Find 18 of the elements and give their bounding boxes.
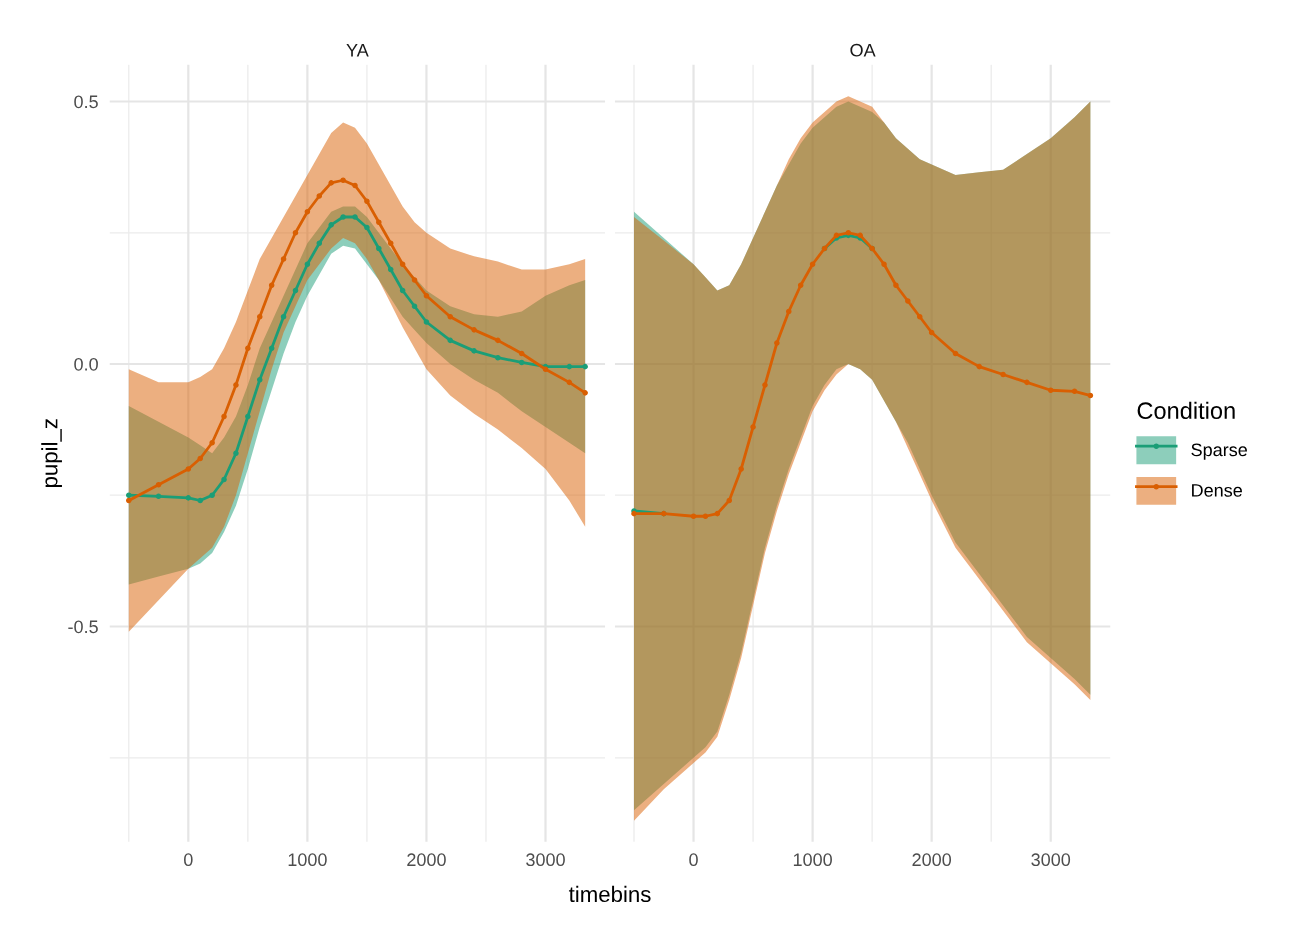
chart-title: OA [850,43,876,57]
x-tick-label: 1000 [288,853,327,867]
x-tick-label: 3000 [1031,853,1071,867]
y-tick-label: -0.5 [68,620,98,634]
legend-label: Dense [1192,484,1242,497]
x-tick-label: 2000 [407,853,446,867]
y-tick-label: 0.0 [74,357,98,371]
x-tick-label: 0 [184,853,193,867]
chart-title: YA [346,44,369,57]
x-tick-label: 1000 [793,853,832,867]
y-axis-title: pupil_z [41,419,62,488]
legend-title: Condition [1137,401,1235,420]
x-tick-label: 3000 [526,853,565,867]
x-tick-label: 0 [689,853,698,867]
y-tick-label: 0.5 [74,95,98,109]
x-axis-title: timebins [568,885,651,903]
x-tick-label: 2000 [912,853,952,867]
legend-label: Sparse [1191,443,1247,460]
